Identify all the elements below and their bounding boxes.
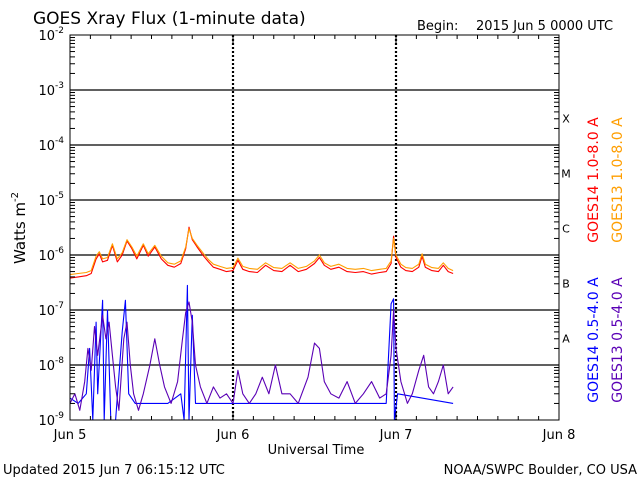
x-tick-label: Jun 7 bbox=[379, 428, 413, 443]
plot-frame bbox=[69, 34, 560, 421]
legend-entry: GOES13 1.0-8.0 A bbox=[610, 117, 626, 243]
y-tick-label: 10-5 bbox=[38, 191, 64, 209]
y-tick-base: 10 bbox=[38, 194, 55, 209]
y-tick-exp: -7 bbox=[55, 301, 64, 311]
flare-class-label: B bbox=[562, 278, 570, 291]
x-tick-label: Jun 5 bbox=[53, 428, 87, 443]
series-line bbox=[69, 301, 454, 411]
y-tick-label: 10-2 bbox=[38, 26, 64, 44]
svg-text:Watts m-2: Watts m-2 bbox=[10, 192, 29, 264]
y-tick-label: 10-6 bbox=[38, 246, 64, 264]
begin-value: 2015 Jun 5 0000 UTC bbox=[476, 19, 613, 34]
y-tick-exp: -6 bbox=[55, 246, 64, 256]
flare-class-label: M bbox=[561, 168, 571, 181]
y-tick-base: 10 bbox=[38, 29, 55, 44]
y-tick-label: 10-9 bbox=[38, 411, 64, 429]
flare-class-label: X bbox=[562, 113, 570, 126]
y-tick-exp: -4 bbox=[55, 136, 64, 146]
x-tick-label: Jun 8 bbox=[542, 428, 576, 443]
y-axis-label: Watts m-2 bbox=[10, 192, 29, 264]
y-tick-exp: -9 bbox=[55, 411, 64, 421]
credit-text: NOAA/SWPC Boulder, CO USA bbox=[444, 463, 637, 478]
legend-entry: GOES14 0.5-4.0 A bbox=[586, 277, 602, 403]
y-tick-exp: -5 bbox=[55, 191, 64, 201]
series-layer bbox=[69, 226, 454, 421]
y-tick-label: 10-3 bbox=[38, 81, 64, 99]
y-tick-base: 10 bbox=[38, 359, 55, 374]
y-tick-base: 10 bbox=[38, 304, 55, 319]
x-tick-label: Jun 6 bbox=[216, 428, 250, 443]
grid-layer bbox=[70, 35, 559, 420]
flare-class-label: A bbox=[562, 333, 570, 346]
series-line bbox=[69, 228, 454, 276]
y-tick-base: 10 bbox=[38, 139, 55, 154]
updated-timestamp: Updated 2015 Jun 7 06:15:12 UTC bbox=[3, 463, 225, 478]
chart-title: GOES Xray Flux (1-minute data) bbox=[33, 9, 306, 29]
y-tick-label: 10-7 bbox=[38, 301, 64, 319]
legend: GOES14 1.0-8.0 A GOES13 1.0-8.0 A GOES14 0… bbox=[586, 117, 626, 403]
flare-class-label: C bbox=[562, 223, 570, 236]
y-tick-base: 10 bbox=[38, 84, 55, 99]
legend-entry: GOES13 0.5-4.0 A bbox=[610, 277, 626, 403]
y-axis-label-base: Watts m bbox=[11, 202, 29, 264]
y-tick-exp: -3 bbox=[55, 81, 64, 91]
y-tick-exp: -8 bbox=[55, 356, 64, 366]
y-axis-label-exp: -2 bbox=[10, 192, 21, 202]
y-tick-base: 10 bbox=[38, 249, 55, 264]
y-tick-label: 10-4 bbox=[38, 136, 64, 154]
legend-entry: GOES14 1.0-8.0 A bbox=[586, 117, 602, 243]
y-tick-exp: -2 bbox=[55, 26, 64, 36]
y-tick-base: 10 bbox=[38, 414, 55, 429]
x-axis-label: Universal Time bbox=[268, 443, 365, 458]
begin-label: Begin: bbox=[417, 19, 458, 34]
y-tick-label: 10-8 bbox=[38, 356, 64, 374]
